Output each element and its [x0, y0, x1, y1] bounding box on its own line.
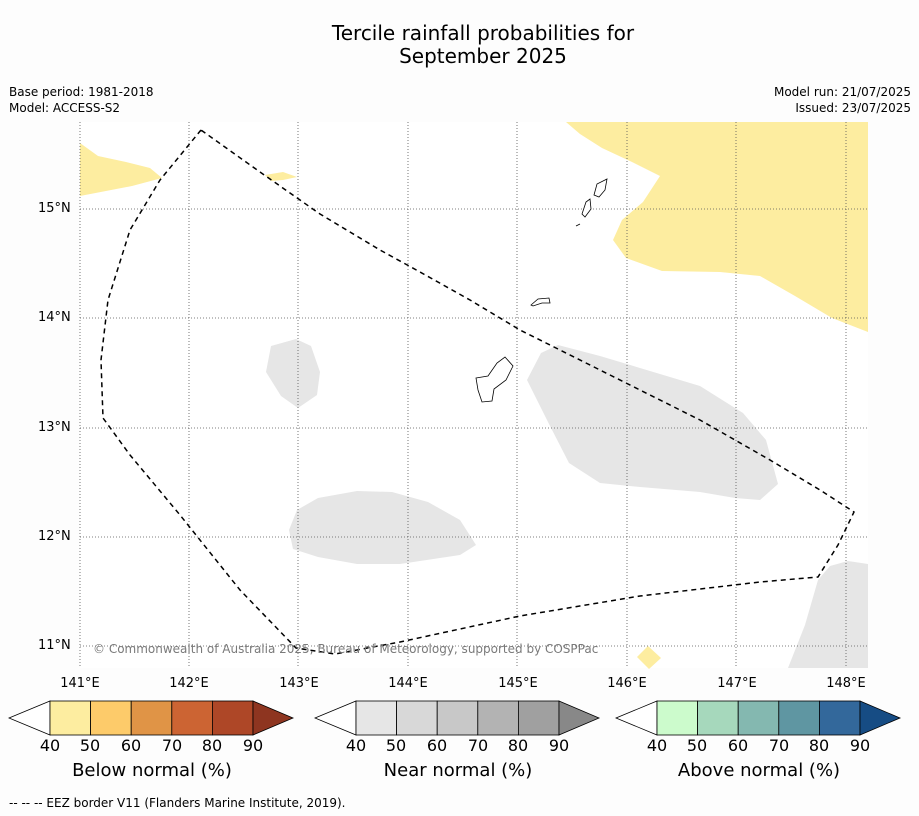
legend-tick: 50: [385, 736, 407, 755]
lon-label-144e: 144°E: [388, 676, 428, 691]
legend-tick: 50: [686, 736, 708, 755]
island-saipan: [593, 178, 608, 198]
legend-color-cell: [477, 700, 519, 736]
base-period-text: Base period: 1981-2018: [9, 85, 154, 99]
islands: [475, 178, 608, 403]
island-aguijan: [575, 223, 581, 227]
map-canvas: [79, 122, 868, 669]
copyright-notice: © Commonwealth of Australia 2025, Bureau…: [93, 642, 599, 656]
lon-label-145e: 145°E: [498, 676, 538, 691]
legend-tick: 90: [242, 736, 264, 755]
legend-color-cell: [436, 700, 479, 736]
lon-label-148e: 148°E: [826, 676, 866, 691]
island-guam: [475, 356, 514, 403]
issued-text: Issued: 23/07/2025: [795, 101, 911, 115]
legend-tick: 40: [39, 736, 61, 755]
model-text: Model: ACCESS-S2: [9, 101, 121, 115]
legend-above-normal-title: Above normal (%): [677, 760, 841, 781]
legend-tick: 50: [79, 736, 101, 755]
eez-footer-note: -- -- -- EEZ border V11 (Flanders Marine…: [9, 796, 346, 810]
below-normal-area-south: [637, 646, 661, 669]
legend-color-cell: [778, 700, 820, 736]
legend-color-cell: [49, 700, 91, 736]
legend-high-arrow: [859, 700, 902, 736]
legend-tick: 70: [467, 736, 489, 755]
lon-label-147e: 147°E: [717, 676, 757, 691]
legend-tick: 70: [768, 736, 790, 755]
legend-low-arrow: [8, 700, 51, 736]
legend-color-cell: [130, 700, 173, 736]
eez-border: [100, 128, 855, 655]
legend-tick: 80: [808, 736, 830, 755]
legend-above-normal-bar: [615, 700, 902, 736]
near-normal-area-west: [266, 339, 320, 408]
near-normal-area-southeast: [788, 561, 868, 668]
legend-color-cell: [355, 700, 397, 736]
meta-right: Model run: 21/07/2025 Issued: 23/07/2025: [774, 84, 911, 116]
legend-high-arrow: [558, 700, 601, 736]
legend-tick: 80: [201, 736, 223, 755]
legend-color-cell: [90, 700, 132, 736]
near-normal-area-central: [527, 345, 778, 500]
below-normal-area-northeast: [566, 122, 868, 332]
lat-label-12n: 12°N: [38, 529, 71, 544]
legend-color-cell: [818, 700, 861, 736]
legend-high-arrow: [252, 700, 295, 736]
lat-label-13n: 13°N: [38, 420, 71, 435]
legend-tick: 90: [548, 736, 570, 755]
legend-tick: 70: [161, 736, 183, 755]
legend-tick: 60: [727, 736, 749, 755]
legend-near-normal-bar: [314, 700, 601, 736]
legend-tick: 60: [426, 736, 448, 755]
lat-label-14n: 14°N: [38, 310, 71, 325]
legend-color-cell: [697, 700, 739, 736]
title-line-1: Tercile rainfall probabilities for: [331, 21, 635, 45]
meta-left: Base period: 1981-2018 Model: ACCESS-S2: [9, 84, 154, 116]
below-normal-area-west: [80, 143, 162, 196]
legend-near-normal-title: Near normal (%): [383, 760, 533, 781]
legend-below-normal-bar: [8, 700, 295, 736]
legend-tick: 80: [507, 736, 529, 755]
island-rota: [530, 297, 551, 307]
legend-tick: 90: [849, 736, 871, 755]
lon-label-143e: 143°E: [279, 676, 319, 691]
lon-label-142e: 142°E: [169, 676, 209, 691]
near-normal-area-south-central: [289, 491, 476, 564]
legend-low-arrow: [314, 700, 357, 736]
model-run-text: Model run: 21/07/2025: [773, 85, 911, 99]
legend-color-cell: [517, 700, 560, 736]
lon-label-141e: 141°E: [60, 676, 100, 691]
legend-tick: 60: [120, 736, 142, 755]
title-line-2: September 2025: [399, 44, 567, 68]
map-title: Tercile rainfall probabilities for Septe…: [0, 22, 919, 68]
legend-tick: 40: [646, 736, 668, 755]
legend-color-cell: [656, 700, 698, 736]
legend-color-cell: [211, 700, 254, 736]
legend-color-cell: [396, 700, 438, 736]
island-tinian: [581, 198, 592, 218]
legend-color-cell: [737, 700, 780, 736]
gridlines: [79, 122, 868, 668]
legend-low-arrow: [615, 700, 658, 736]
below-normal-area-small-north: [265, 172, 297, 181]
legend-color-cell: [171, 700, 213, 736]
legend-below-normal-title: Below normal (%): [72, 760, 232, 781]
lat-label-11n: 11°N: [38, 638, 71, 653]
lat-label-15n: 15°N: [38, 201, 71, 216]
legend-tick: 40: [345, 736, 367, 755]
lon-label-146e: 146°E: [607, 676, 647, 691]
